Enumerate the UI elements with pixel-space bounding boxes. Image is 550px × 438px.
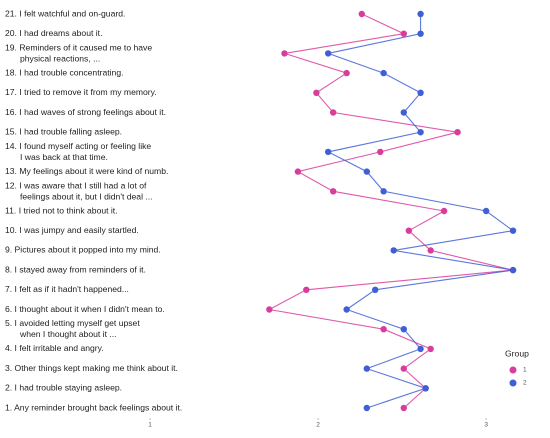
y-tick-label: 8. I stayed away from reminders of it. [5, 264, 146, 274]
data-point [405, 227, 413, 234]
y-tick-label: 2. I had trouble staying asleep. [5, 383, 122, 393]
data-point [400, 365, 407, 372]
data-point [509, 227, 517, 234]
data-point [363, 404, 371, 412]
y-tick-label: 1. Any reminder brought back feelings ab… [5, 402, 182, 412]
y-tick-label: 11. I tried not to think about it. [5, 205, 118, 215]
data-point [417, 10, 424, 18]
y-tick-label: 19. Reminders of it caused me to have phy… [5, 43, 152, 64]
y-tick-label: 3. Other things kept making me think abo… [5, 363, 178, 373]
y-tick-label: 20. I had dreams about it. [5, 28, 102, 38]
y-tick-label: 17. I tried to remove it from my memory. [5, 87, 157, 97]
data-point [400, 326, 407, 333]
data-point [509, 266, 517, 274]
data-point [294, 168, 302, 175]
data-point [324, 50, 332, 57]
data-point [313, 89, 320, 97]
legend-label: 1 [523, 367, 527, 374]
y-tick-label: 9. Pictures about it popped into my mind… [5, 245, 161, 255]
data-point [390, 247, 397, 254]
y-tick-label: 14. I found myself acting or feeling lik… [5, 141, 151, 162]
data-point [281, 50, 288, 57]
data-point [372, 286, 379, 293]
data-point [482, 207, 490, 215]
data-point [427, 247, 434, 254]
data-point [417, 89, 424, 97]
data-point [440, 207, 448, 215]
y-tick-label: 5. I avoided letting myself get upset whe… [5, 318, 140, 339]
data-point [380, 188, 387, 195]
data-point [266, 306, 273, 313]
y-tick-label: 10. I was jumpy and easily startled. [5, 225, 139, 235]
data-point [380, 326, 387, 333]
y-tick-label: 18. I had trouble concentrating. [5, 67, 123, 77]
y-tick-label: 4. I felt irritable and angry. [5, 343, 104, 353]
y-tick-label: 6. I thought about it when I didn't mean… [5, 304, 165, 314]
data-point [343, 69, 350, 77]
x-tick-label: 1 [148, 422, 152, 429]
legend-title: Group [505, 348, 529, 358]
data-point [417, 345, 424, 353]
data-point [400, 404, 407, 412]
y-tick-label: 7. I felt as if it hadn't happened... [5, 284, 129, 294]
data-point [377, 148, 384, 156]
data-point [417, 129, 424, 136]
y-tick-label: 15. I had trouble falling asleep. [5, 126, 122, 136]
data-point [422, 385, 429, 392]
data-point [343, 306, 350, 313]
data-point [303, 286, 310, 293]
data-point [417, 30, 424, 37]
y-tick-label: 13. My feelings about it were kind of nu… [5, 166, 168, 176]
y-tick-label: 21. I felt watchful and on-guard. [5, 8, 125, 18]
data-point [329, 188, 337, 195]
x-tick-label: 3 [484, 422, 488, 429]
y-tick-label: 12. I was aware that I still had a lot o… [5, 181, 153, 202]
legend-marker [509, 366, 517, 374]
data-point [358, 10, 365, 18]
data-point [380, 69, 387, 77]
data-point [400, 109, 407, 116]
data-point [363, 168, 371, 175]
series-line [267, 13, 514, 409]
data-point [427, 345, 434, 353]
data-point [324, 148, 332, 156]
data-point [363, 365, 371, 372]
data-point [400, 30, 407, 37]
x-tick-label: 2 [316, 422, 320, 429]
y-tick-label: 16. I had waves of strong feelings about… [5, 107, 166, 117]
data-point [329, 109, 337, 116]
legend-marker [509, 379, 517, 387]
data-point [454, 129, 461, 136]
legend-label: 2 [523, 380, 527, 387]
